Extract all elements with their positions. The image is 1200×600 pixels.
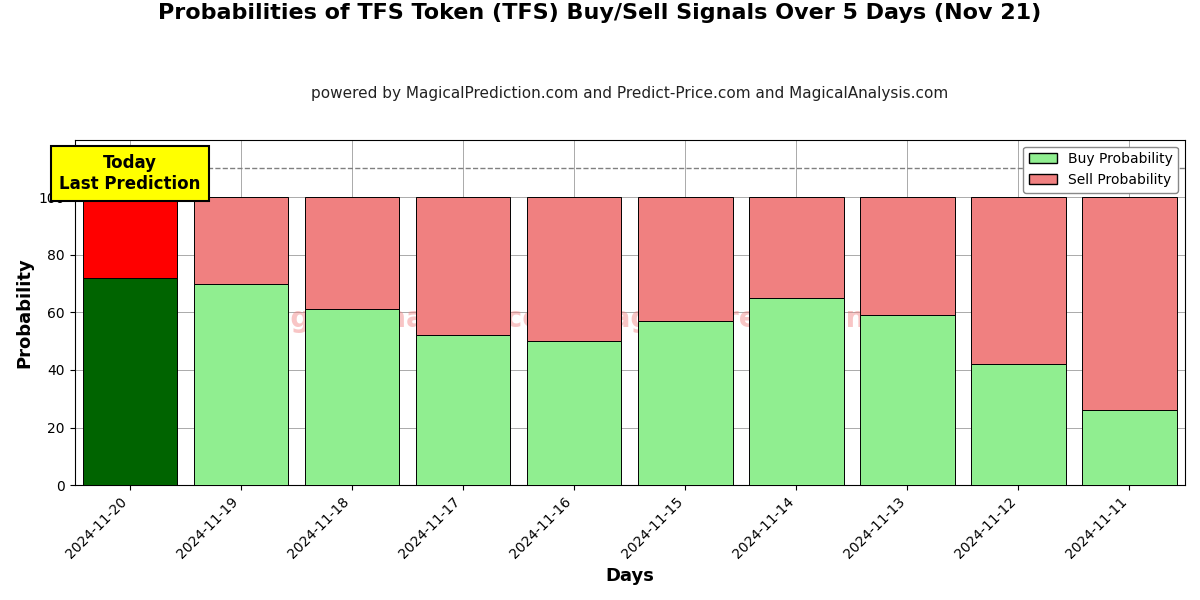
Bar (416, 197, 510, 335)
Bar (860, 315, 955, 485)
Bar (527, 197, 622, 341)
Bar (1082, 197, 1177, 410)
Bar (416, 335, 510, 485)
Bar (971, 197, 1066, 364)
Text: Probabilities of TFS Token (TFS) Buy/Sell Signals Over 5 Days (Nov 21): Probabilities of TFS Token (TFS) Buy/Sel… (158, 3, 1042, 23)
Bar (1082, 410, 1177, 485)
Title: powered by MagicalPrediction.com and Predict-Price.com and MagicalAnalysis.com: powered by MagicalPrediction.com and Pre… (311, 86, 948, 101)
Bar (83, 278, 178, 485)
Bar (749, 298, 844, 485)
Bar (305, 310, 400, 485)
Bar (638, 321, 732, 485)
Bar (305, 197, 400, 310)
Bar (860, 197, 955, 315)
Bar (83, 197, 178, 278)
Text: Today
Last Prediction: Today Last Prediction (60, 154, 200, 193)
Bar (638, 197, 732, 321)
Bar (749, 197, 844, 298)
Bar (527, 341, 622, 485)
Bar (971, 364, 1066, 485)
Y-axis label: Probability: Probability (16, 257, 34, 368)
Text: MagicalPrediction.com: MagicalPrediction.com (584, 305, 941, 333)
Bar (194, 197, 288, 284)
Legend: Buy Probability, Sell Probability: Buy Probability, Sell Probability (1024, 146, 1178, 193)
X-axis label: Days: Days (605, 567, 654, 585)
Text: MagicalAnalysis.com: MagicalAnalysis.com (245, 305, 571, 333)
Bar (194, 284, 288, 485)
